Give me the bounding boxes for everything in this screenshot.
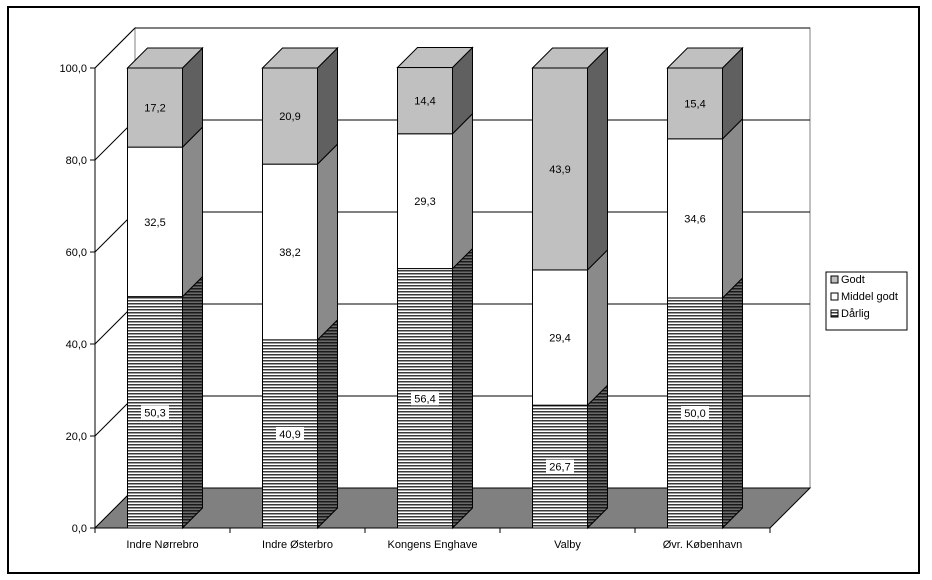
data-label: 14,4 (414, 96, 435, 108)
legend-label: Godt (841, 274, 865, 286)
bar-segment-side (452, 112, 473, 270)
y-tick-label: 80,0 (66, 155, 87, 167)
gridline-side (94, 27, 136, 69)
data-label: 17,2 (144, 103, 165, 115)
bar-segment (532, 67, 588, 271)
data-label: 38,2 (279, 247, 300, 259)
y-tick-label: 20,0 (66, 431, 87, 443)
x-axis: Indre Nørrebro Indre Østerbro Kongens Engh… (94, 527, 771, 551)
bar-stack: 40,9 38,2 20,9 (261, 46, 339, 530)
y-axis: 0,0 20,0 40,0 60,0 80,0 100,0 (59, 63, 96, 535)
data-label: 56,4 (414, 393, 435, 405)
data-label: 29,3 (414, 196, 435, 208)
legend-label: Middel godt (841, 291, 898, 303)
data-label: 40,9 (279, 429, 300, 441)
x-tick-label: Indre Østerbro (262, 539, 333, 551)
data-label: 20,9 (279, 111, 300, 123)
bar-segment (127, 146, 183, 298)
bar-top (531, 47, 609, 69)
data-label: 34,6 (684, 213, 705, 225)
bar-segment-side (317, 142, 338, 342)
bars: 50,3 32,5 17,2 40,9 38,2 20,9 56,4 29,3 14,4 26,7… (126, 46, 744, 530)
bar-top (126, 47, 204, 69)
legend-swatch (830, 275, 839, 284)
data-label-bg (276, 426, 304, 441)
bar-segment-side (452, 247, 473, 530)
y-tick-label: 40,0 (66, 339, 87, 351)
data-label-bg (141, 405, 169, 420)
data-label-bg (681, 406, 709, 420)
bar-segment-side (182, 125, 203, 298)
bar-segment (667, 67, 723, 140)
bar-segment (262, 67, 318, 165)
bar-segment (262, 163, 318, 341)
bar-stack: 26,7 29,4 43,9 (531, 46, 609, 530)
y-tick-label: 100,0 (59, 63, 87, 75)
bar-stack: 50,0 34,6 15,4 (666, 46, 744, 530)
bar-segment (127, 67, 183, 148)
bar-segment (532, 269, 588, 406)
bar-segment-side (587, 383, 608, 530)
bar-segment (397, 133, 453, 270)
legend-label: Dårlig (841, 308, 870, 320)
data-label: 43,9 (549, 164, 570, 176)
bar-top (396, 47, 474, 69)
bar-stack: 56,4 29,3 14,4 (396, 46, 474, 530)
y-tick-label: 0,0 (72, 523, 87, 535)
data-label: 50,0 (684, 408, 705, 420)
legend: Godt Middel godt Dårlig (825, 271, 908, 331)
data-label-bg (411, 391, 439, 406)
x-tick-label: Indre Nørrebro (126, 539, 198, 551)
bar-segment-side (587, 46, 608, 272)
bar-segment-side (182, 275, 203, 530)
bar-segment (397, 67, 453, 135)
bar-segment-side (587, 248, 608, 407)
bar-top (666, 47, 744, 69)
bar-stack: 50,3 32,5 17,2 (126, 46, 204, 530)
data-label-bg (546, 459, 574, 474)
legend-swatch (830, 309, 839, 318)
legend-box (825, 271, 908, 331)
bar-segment-side (722, 276, 743, 530)
bar-segment-side (722, 117, 743, 300)
x-tick-label: Valby (554, 539, 581, 551)
x-tick-label: Øvr. København (663, 539, 743, 551)
y-tick-label: 60,0 (66, 247, 87, 259)
data-label: 26,7 (549, 462, 570, 474)
data-label: 29,4 (549, 333, 570, 345)
data-label: 32,5 (144, 217, 165, 229)
data-label: 50,3 (144, 407, 165, 419)
bar-segment-side (317, 318, 338, 530)
data-label: 15,4 (684, 98, 705, 110)
legend-swatch (830, 292, 839, 301)
x-tick-label: Kongens Enghave (388, 539, 478, 551)
bar-top (261, 47, 339, 69)
